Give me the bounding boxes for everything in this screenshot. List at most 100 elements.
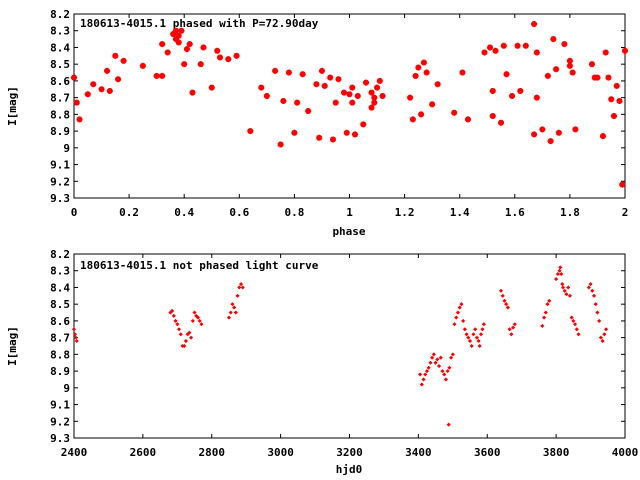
data-point (335, 76, 342, 83)
data-point (467, 338, 473, 344)
data-point (423, 372, 428, 377)
data-point (233, 52, 240, 59)
data-point (553, 276, 559, 282)
data-point (420, 59, 427, 66)
data-point (539, 126, 546, 133)
data-point (591, 293, 597, 298)
data-point (321, 82, 328, 89)
data-point (305, 108, 312, 115)
data-point (188, 335, 194, 340)
y-tick-label: 8.2 (50, 8, 70, 21)
data-point (164, 49, 171, 56)
data-point (175, 32, 182, 39)
data-point (424, 368, 430, 374)
plot-title: 180613-4015.1 phased with P=72.90day (80, 17, 319, 30)
data-point (564, 291, 569, 297)
data-point (595, 310, 600, 315)
data-point (329, 136, 336, 143)
data-point (183, 338, 189, 344)
y-tick-label: 8.8 (50, 348, 70, 361)
x-tick-label: 3400 (405, 446, 432, 459)
data-point (226, 315, 232, 320)
y-tick-label: 9.2 (50, 415, 70, 428)
data-point (409, 116, 416, 123)
data-point (175, 39, 182, 46)
y-tick-label: 8.7 (50, 92, 70, 105)
data-point (240, 285, 245, 290)
unphased-light-curve-panel: 180613-4015.1 not phased light curve hjd… (6, 248, 638, 476)
data-point (588, 281, 593, 287)
data-point (474, 335, 480, 340)
x-tick-label: 3600 (474, 446, 501, 459)
data-point (71, 327, 77, 332)
data-point (450, 352, 455, 357)
data-point (509, 92, 516, 99)
data-point (228, 310, 233, 315)
data-point (159, 41, 166, 48)
data-point (610, 113, 617, 120)
x-tick-label: 3800 (543, 446, 570, 459)
data-point (417, 372, 423, 377)
y-tick-label: 8.3 (50, 265, 70, 278)
data-point (106, 87, 113, 94)
data-point (340, 89, 347, 96)
data-point (593, 302, 598, 307)
x-tick-label: 2 (622, 206, 629, 219)
data-point (560, 285, 566, 290)
data-point (562, 288, 567, 293)
data-point (230, 302, 235, 307)
data-point (480, 327, 485, 332)
y-tick-label: 8.6 (50, 315, 70, 328)
data-point (471, 332, 476, 337)
data-point (566, 285, 571, 290)
data-point (120, 57, 127, 64)
data-point (473, 327, 478, 332)
data-point (418, 111, 425, 118)
data-point (421, 377, 426, 382)
data-point (544, 72, 551, 79)
data-point (572, 126, 579, 133)
data-point (597, 318, 602, 324)
data-point (452, 322, 457, 327)
data-point (448, 355, 454, 360)
data-point (182, 343, 187, 349)
data-point (407, 94, 414, 101)
data-point (434, 81, 441, 88)
data-point (602, 49, 609, 56)
data-point (235, 293, 240, 298)
y-tick-label: 8.8 (50, 108, 70, 121)
data-point (258, 84, 265, 91)
data-point (346, 91, 353, 98)
data-point (192, 310, 197, 315)
data-point (363, 79, 370, 86)
data-point (214, 47, 221, 54)
x-tick-label: 0.8 (284, 206, 304, 219)
data-point (514, 42, 521, 49)
data-point (233, 310, 239, 315)
data-point (112, 52, 119, 59)
data-point (190, 318, 195, 324)
data-point (553, 66, 560, 73)
data-point (285, 69, 292, 76)
x-tick-label: 3000 (267, 446, 294, 459)
data-point (71, 74, 77, 81)
data-point (550, 36, 557, 43)
data-point (360, 121, 367, 128)
data-point (503, 71, 510, 78)
data-point (263, 92, 270, 99)
data-point (272, 67, 279, 74)
phased-light-curve-panel: 180613-4015.1 phased with P=72.90day pha… (6, 8, 628, 238)
x-tick-label: 1.4 (450, 206, 470, 219)
data-point (426, 365, 431, 370)
y-tick-label: 8.6 (50, 75, 70, 88)
y-tick-label: 8.3 (50, 25, 70, 38)
data-point (509, 332, 514, 337)
data-point (533, 94, 540, 101)
data-point (464, 332, 469, 337)
data-point (455, 310, 461, 315)
data-point (489, 113, 496, 120)
x-tick-label: 0.6 (229, 206, 249, 219)
data-point (558, 265, 563, 270)
data-point (277, 141, 284, 148)
